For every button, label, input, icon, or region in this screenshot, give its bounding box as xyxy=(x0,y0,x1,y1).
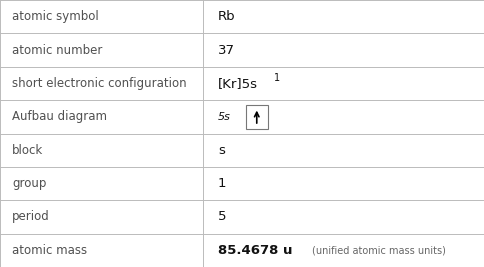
Text: atomic number: atomic number xyxy=(12,44,103,57)
Text: (unified atomic mass units): (unified atomic mass units) xyxy=(312,245,446,255)
Text: 1: 1 xyxy=(218,177,227,190)
Text: 5: 5 xyxy=(218,210,227,223)
Text: short electronic configuration: short electronic configuration xyxy=(12,77,187,90)
Text: 5s: 5s xyxy=(218,112,231,122)
Bar xyxy=(246,105,268,129)
Text: atomic mass: atomic mass xyxy=(12,244,87,257)
Text: 37: 37 xyxy=(218,44,235,57)
Text: Rb: Rb xyxy=(218,10,235,23)
Text: period: period xyxy=(12,210,50,223)
Text: block: block xyxy=(12,144,44,157)
Text: 85.4678 u: 85.4678 u xyxy=(218,244,292,257)
Text: Aufbau diagram: Aufbau diagram xyxy=(12,110,107,123)
Text: [Kr]5s: [Kr]5s xyxy=(218,77,258,90)
Text: atomic symbol: atomic symbol xyxy=(12,10,99,23)
Text: group: group xyxy=(12,177,46,190)
Text: s: s xyxy=(218,144,225,157)
Text: 1: 1 xyxy=(273,73,280,83)
